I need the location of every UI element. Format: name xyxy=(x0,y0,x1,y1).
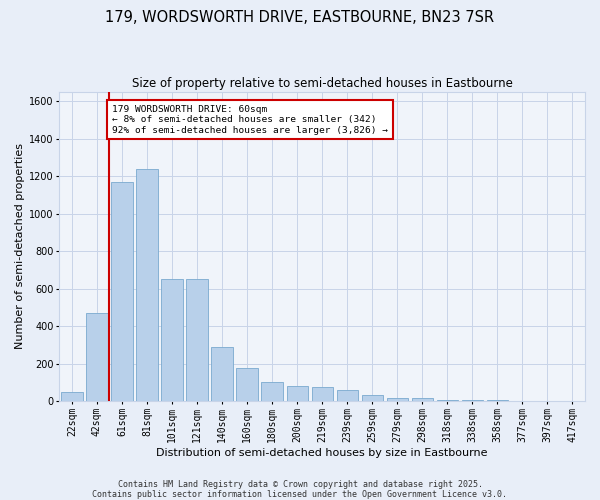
Bar xyxy=(262,382,283,401)
Bar xyxy=(287,386,308,401)
Bar xyxy=(61,392,83,401)
Bar xyxy=(187,279,208,401)
X-axis label: Distribution of semi-detached houses by size in Eastbourne: Distribution of semi-detached houses by … xyxy=(157,448,488,458)
Bar xyxy=(111,182,133,401)
Bar xyxy=(512,400,533,401)
Bar xyxy=(236,368,258,401)
Bar xyxy=(386,398,408,401)
Bar xyxy=(161,279,182,401)
Bar xyxy=(211,346,233,401)
Bar xyxy=(311,387,333,401)
Bar xyxy=(362,394,383,401)
Bar xyxy=(337,390,358,401)
Bar xyxy=(412,398,433,401)
Bar xyxy=(487,400,508,401)
Bar xyxy=(136,168,158,401)
Bar xyxy=(437,400,458,401)
Text: 179 WORDSWORTH DRIVE: 60sqm
← 8% of semi-detached houses are smaller (342)
92% o: 179 WORDSWORTH DRIVE: 60sqm ← 8% of semi… xyxy=(112,105,388,134)
Text: 179, WORDSWORTH DRIVE, EASTBOURNE, BN23 7SR: 179, WORDSWORTH DRIVE, EASTBOURNE, BN23 … xyxy=(106,10,494,25)
Bar xyxy=(86,313,107,401)
Bar xyxy=(462,400,483,401)
Title: Size of property relative to semi-detached houses in Eastbourne: Size of property relative to semi-detach… xyxy=(132,78,512,90)
Y-axis label: Number of semi-detached properties: Number of semi-detached properties xyxy=(15,144,25,350)
Text: Contains HM Land Registry data © Crown copyright and database right 2025.
Contai: Contains HM Land Registry data © Crown c… xyxy=(92,480,508,499)
